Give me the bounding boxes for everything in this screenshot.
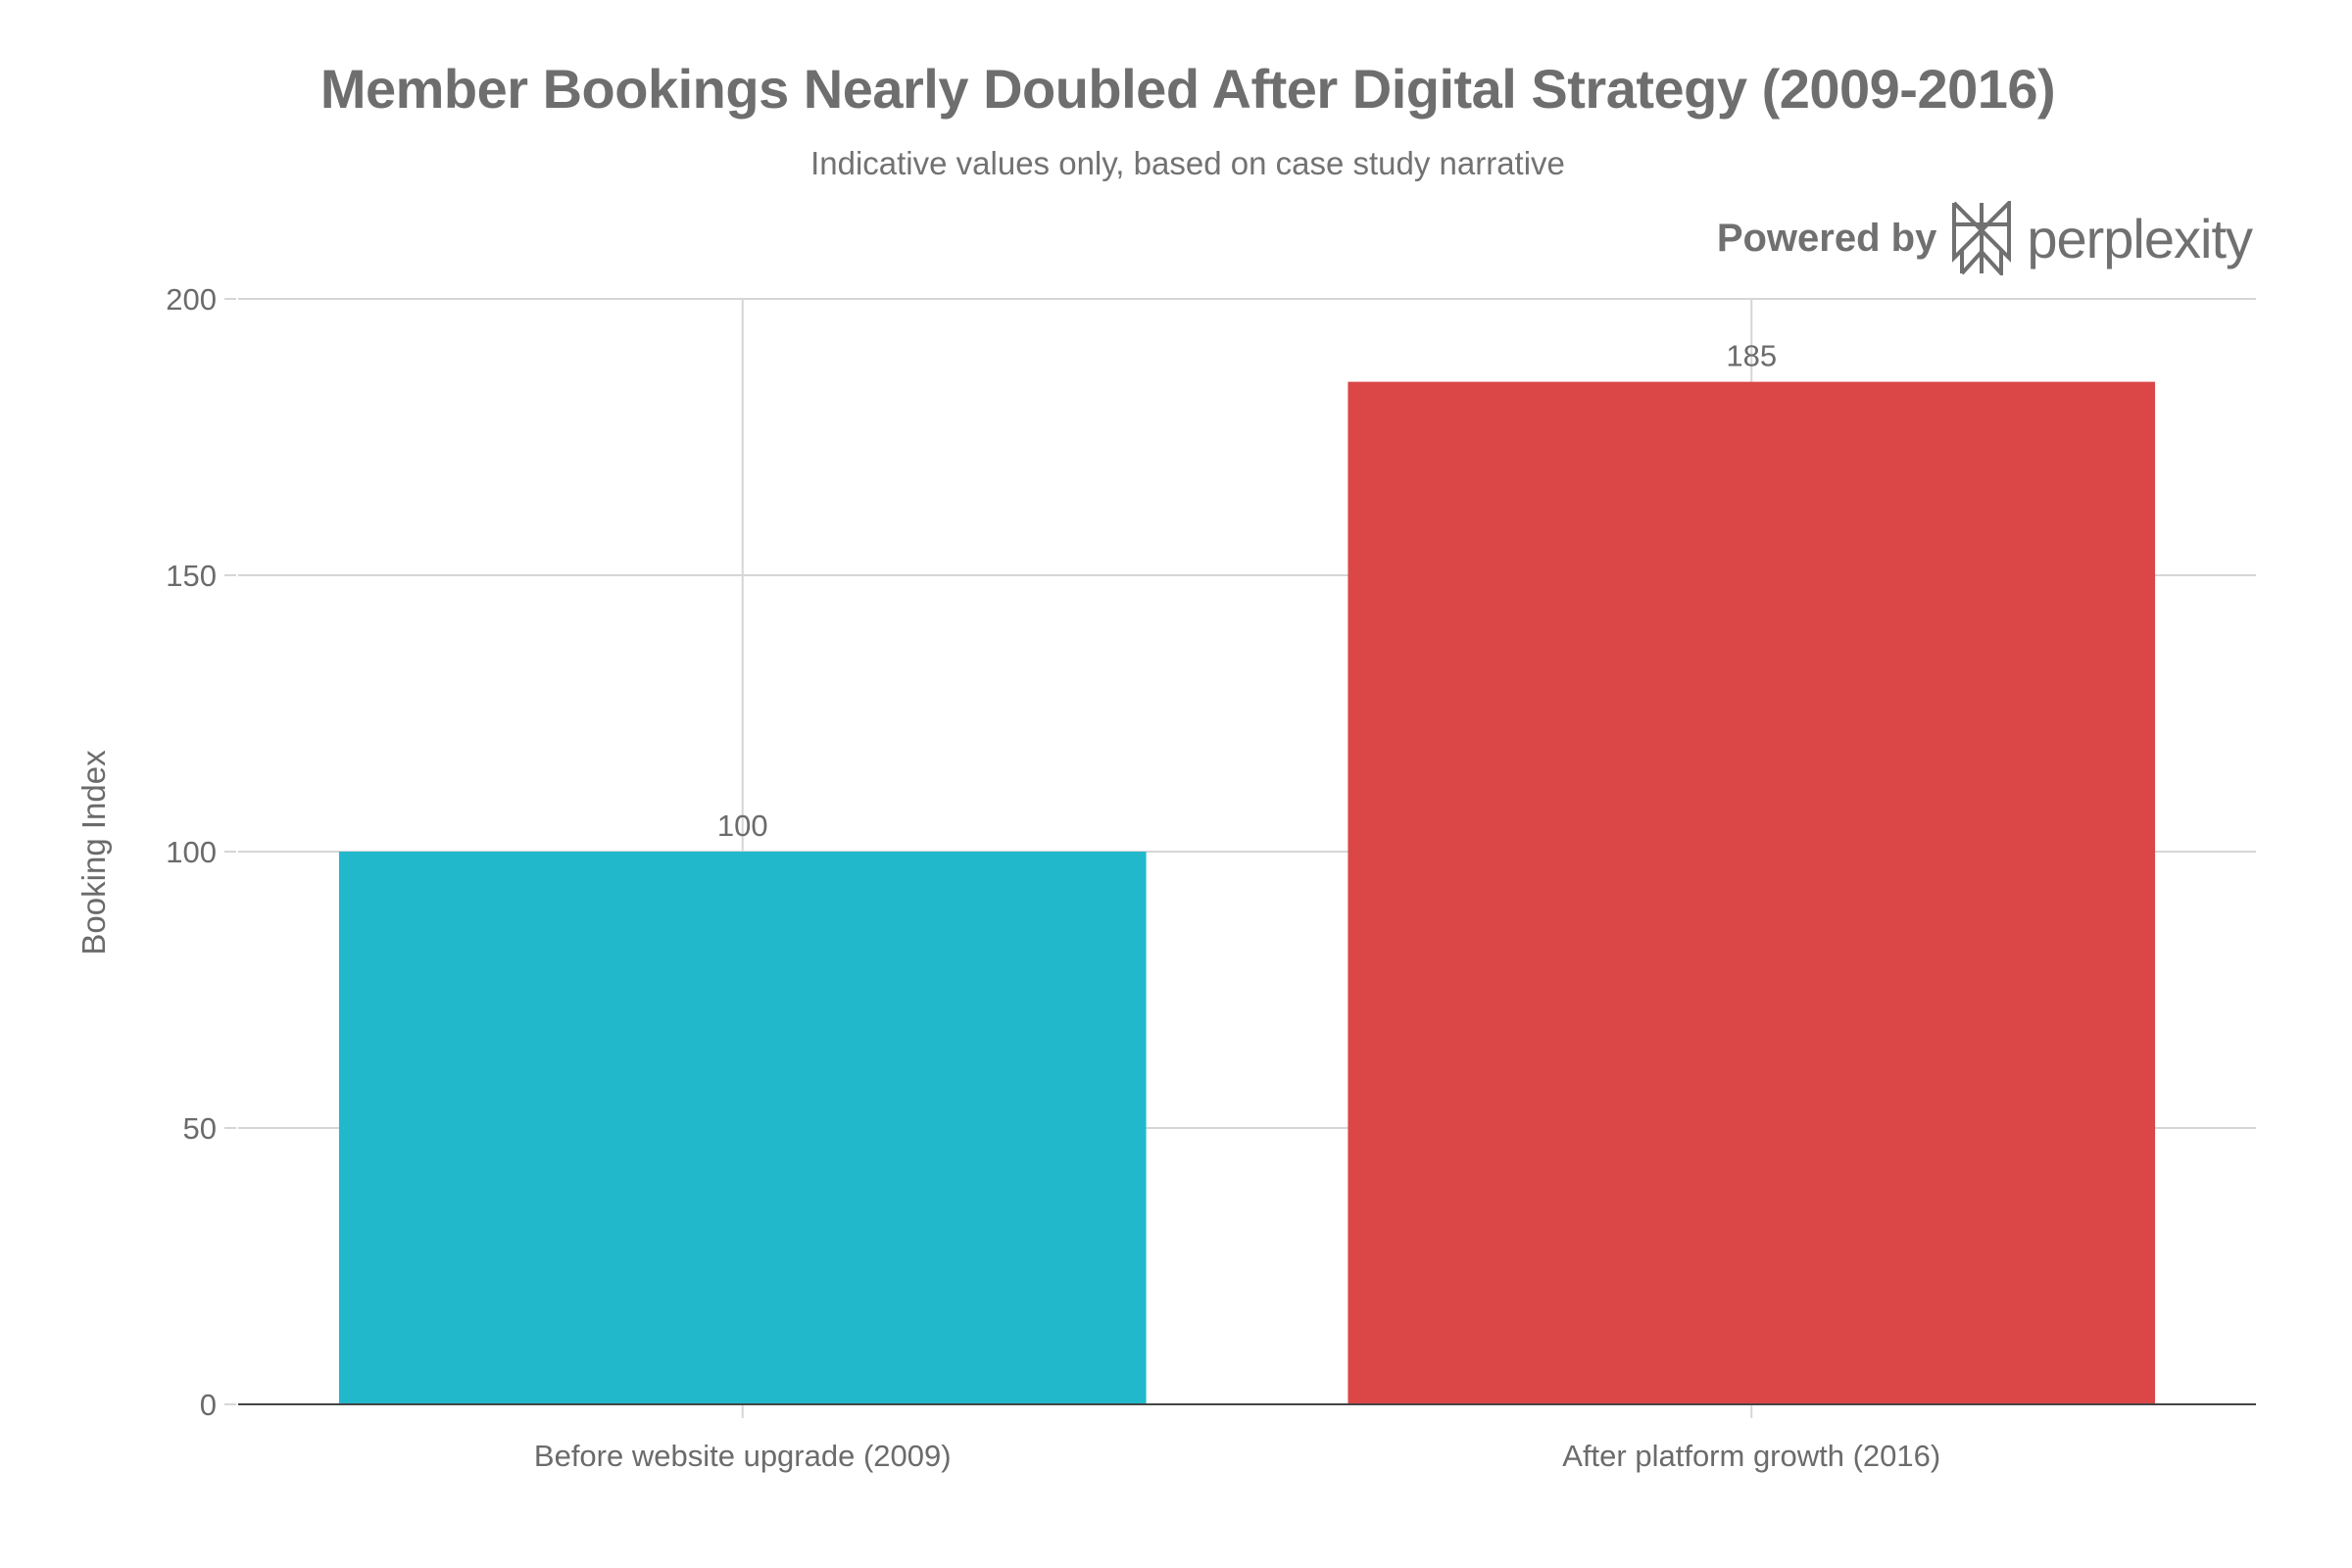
perplexity-logo-icon — [1952, 201, 2012, 275]
bar — [1348, 381, 2156, 1405]
x-tick-label: After platform growth (2016) — [1562, 1439, 1940, 1473]
data-label: 100 — [717, 808, 768, 843]
data-label: 185 — [1726, 339, 1777, 373]
powered-by-perplexity: Powered by perplexity — [1716, 201, 2253, 275]
y-tick-label: 100 — [166, 835, 217, 869]
perplexity-wordmark: perplexity — [2027, 207, 2253, 270]
y-tick-label: 50 — [183, 1111, 217, 1146]
chart-subtitle: Indicative values only, based on case st… — [810, 145, 1565, 181]
y-axis-title: Booking Index — [75, 750, 112, 956]
y-tick-label: 150 — [166, 559, 217, 593]
powered-by-text: Powered by — [1716, 216, 1937, 260]
x-tick-label: Before website upgrade (2009) — [534, 1439, 952, 1473]
bar — [338, 852, 1147, 1404]
y-tick-label: 0 — [200, 1388, 217, 1422]
chart-title: Member Bookings Nearly Doubled After Dig… — [319, 58, 2056, 120]
y-tick-label: 200 — [166, 282, 217, 317]
